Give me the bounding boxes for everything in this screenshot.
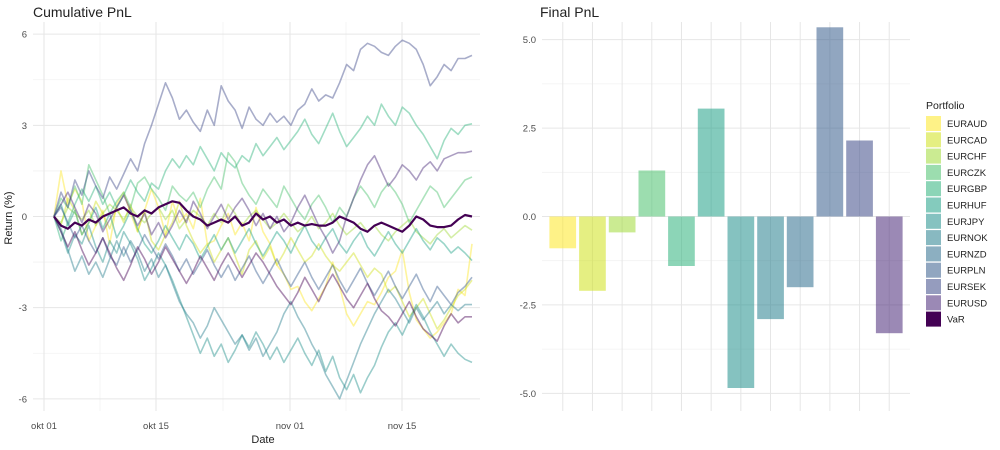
left-y-tick-labels: 6 3 0 -3 -6 (19, 30, 27, 406)
legend-swatch (926, 246, 941, 262)
bar-eursek (846, 140, 873, 217)
legend-label: EURUSD (947, 298, 987, 309)
legend-swatch (926, 213, 941, 229)
y-tick-label: -6 (19, 394, 27, 405)
legend-swatch (926, 279, 941, 294)
bar-eurczk (638, 170, 666, 217)
legend-swatch (926, 295, 941, 311)
legend-label: EURSEK (947, 282, 987, 293)
series-line-euraud (53, 170, 473, 339)
legend-label: EURNZD (947, 249, 987, 260)
legend-label: EURNOK (947, 233, 988, 244)
legend-label: EURPLN (947, 266, 986, 277)
y-tick-label: 6 (22, 30, 27, 41)
bar-eurnzd (786, 216, 814, 288)
y-tick-label: 0.0 (523, 212, 536, 223)
series-line-eurpln (53, 39, 473, 217)
bar-eurhuf (697, 108, 725, 217)
x-tick-label: okt 01 (31, 421, 57, 432)
legend-swatch (926, 230, 941, 246)
x-axis-label: Date (251, 434, 274, 446)
bar-eurnok (757, 216, 784, 320)
legend-label: EURCZK (947, 168, 987, 179)
series-line-eurusd (53, 216, 472, 342)
legend-swatch (926, 262, 941, 278)
series-line-eurcad (53, 197, 473, 330)
legend-swatch (926, 181, 941, 197)
legend-swatch (926, 164, 941, 180)
legend-swatch (926, 311, 941, 327)
legend-items: EURAUD EURCAD EURCHF EURCZK EURGBP EURHUF EURJ… (926, 116, 988, 327)
y-tick-label: -2.5 (520, 300, 536, 311)
bar-eurusd (875, 216, 903, 334)
legend-label: VaR (947, 315, 965, 326)
series-line-eurhuf (53, 103, 473, 242)
legend-swatch (926, 197, 941, 213)
y-tick-label: 0 (22, 212, 27, 223)
legend-label: EURAUD (947, 119, 987, 130)
legend-label: EURGBP (947, 184, 987, 195)
bar-eurcad (579, 216, 606, 291)
right-y-tick-labels: 5.0 2.5 0.0 -2.5 -5.0 (520, 35, 536, 400)
final-pnl-panel: Final PnL 5.0 2.5 0.0 -2.5 -5.0 (520, 4, 910, 411)
x-tick-label: nov 15 (388, 421, 417, 432)
y-tick-label: 3 (22, 121, 27, 132)
cumulative-pnl-title: Cumulative PnL (33, 4, 132, 20)
bar-eurpln (816, 27, 844, 217)
y-tick-label: 5.0 (523, 35, 536, 46)
series-line-eurjpy (53, 216, 473, 394)
left-series-lines (53, 39, 473, 400)
y-tick-label: -5.0 (520, 389, 536, 400)
left-x-tick-labels: okt 01 okt 15 nov 01 nov 15 (31, 421, 416, 432)
final-pnl-title: Final PnL (540, 4, 599, 20)
y-axis-label: Return (%) (3, 191, 15, 244)
legend-label: EURCAD (947, 135, 987, 146)
series-line-eurczk (53, 151, 473, 224)
legend-title: Portfolio (926, 100, 965, 112)
x-tick-label: nov 01 (276, 421, 305, 432)
series-line-var (53, 200, 473, 233)
legend-swatch (926, 132, 941, 148)
cumulative-pnl-panel: Cumulative PnL 6 3 0 -3 -6 okt 01 okt 15 nov 0… (3, 4, 480, 446)
y-tick-label: 2.5 (523, 124, 536, 135)
bar-eurjpy (727, 216, 755, 388)
bar-euraud (549, 216, 577, 249)
series-line-eurnok (53, 216, 472, 400)
right-bars (549, 27, 903, 388)
legend-label: EURJPY (947, 217, 985, 228)
bar-eurgbp (668, 216, 695, 266)
series-line-eurnzd (53, 206, 473, 306)
legend-swatch (926, 148, 941, 164)
left-grid (33, 22, 480, 411)
y-tick-label: -3 (19, 303, 27, 314)
bar-eurchf (608, 216, 636, 233)
legend-label: EURCHF (947, 152, 987, 163)
series-line-eursek (53, 150, 473, 254)
legend-swatch (926, 116, 941, 131)
legend-label: EURHUF (947, 201, 987, 212)
legend: Portfolio EURAUD EURCAD EURCHF EURCZK EURGBP… (926, 100, 988, 327)
x-tick-label: okt 15 (143, 421, 169, 432)
series-line-eurgbp (53, 203, 473, 262)
